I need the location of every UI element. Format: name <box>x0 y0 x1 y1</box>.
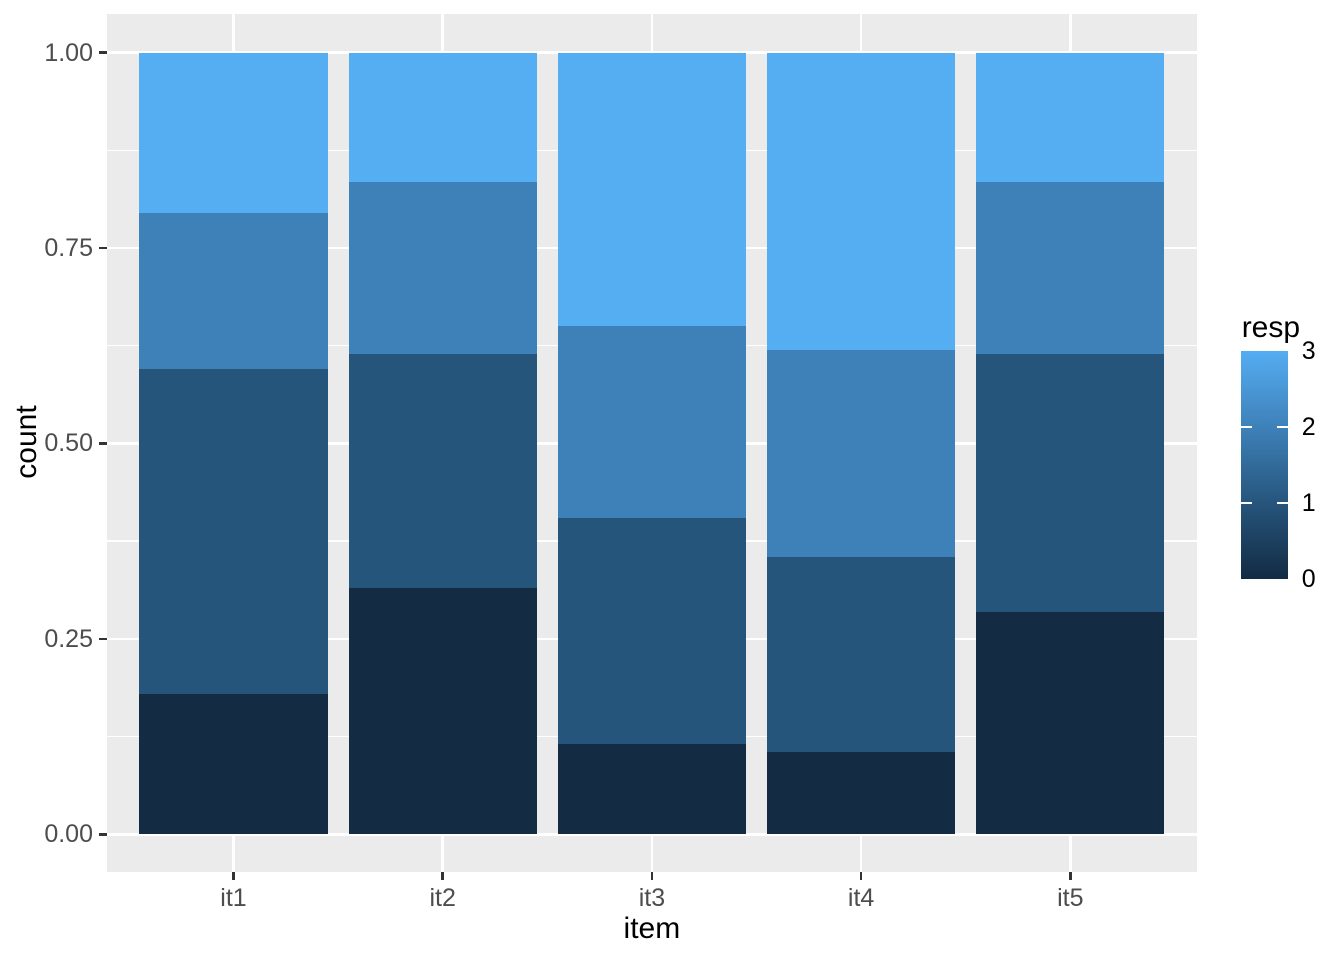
bar-segment-it2-resp3 <box>348 52 537 182</box>
x-tick-label: it5 <box>1057 883 1084 912</box>
legend-tick-mark <box>1240 502 1252 504</box>
y-tick-label: 0.00 <box>44 820 93 849</box>
x-tick-mark <box>232 872 235 880</box>
bar-segment-it4-resp1 <box>766 556 956 753</box>
legend-tick-label: 1 <box>1301 489 1316 518</box>
bar-segment-it2-resp2 <box>348 181 537 354</box>
y-tick-mark <box>99 442 107 445</box>
legend-title: resp <box>1241 310 1301 344</box>
legend-tick-mark <box>1277 426 1289 428</box>
bar-segment-it2-resp0 <box>348 588 537 835</box>
x-tick-label: it3 <box>638 883 666 912</box>
x-tick-mark <box>859 872 863 880</box>
x-tick-label: it1 <box>220 883 247 912</box>
y-tick-mark <box>99 637 107 641</box>
y-tick-mark <box>99 833 107 836</box>
bar-segment-it3-resp3 <box>557 52 747 327</box>
bar-segment-it5-resp2 <box>976 181 1165 354</box>
y-tick-label: 1.00 <box>44 38 93 67</box>
legend-colorbar <box>1240 350 1289 580</box>
bar-segment-it2-resp1 <box>348 353 537 589</box>
legend-tick-label: 2 <box>1301 412 1316 441</box>
y-tick-label: 0.25 <box>44 624 93 653</box>
x-axis-title: item <box>623 912 681 945</box>
bar-segment-it5-resp0 <box>976 611 1165 835</box>
x-tick-mark <box>650 872 654 880</box>
legend-tick-label: 0 <box>1301 565 1316 594</box>
x-tick-mark <box>441 872 444 880</box>
bar-segment-it3-resp0 <box>557 744 747 835</box>
bar-segment-it1-resp2 <box>139 212 328 370</box>
legend-tick-mark <box>1277 502 1289 504</box>
legend-tick-mark <box>1240 426 1252 428</box>
y-tick-label: 0.50 <box>44 429 93 458</box>
bar-segment-it4-resp2 <box>766 349 956 557</box>
y-tick-label: 0.75 <box>44 234 93 263</box>
bar-segment-it1-resp0 <box>139 693 328 835</box>
bar-segment-it1-resp3 <box>139 52 328 213</box>
bar-segment-it5-resp1 <box>976 353 1165 612</box>
bar-segment-it1-resp1 <box>139 369 328 694</box>
bar-segment-it4-resp3 <box>766 52 956 350</box>
y-tick-mark <box>99 51 107 54</box>
x-tick-label: it4 <box>847 883 875 912</box>
x-tick-label: it2 <box>429 883 456 912</box>
bar-segment-it3-resp2 <box>557 326 747 518</box>
y-tick-mark <box>99 246 107 250</box>
bar-segment-it5-resp3 <box>976 52 1165 182</box>
bar-segment-it4-resp0 <box>766 752 956 835</box>
bar-segment-it3-resp1 <box>557 517 747 745</box>
x-tick-mark <box>1069 872 1072 880</box>
legend-tick-label: 3 <box>1301 336 1316 365</box>
